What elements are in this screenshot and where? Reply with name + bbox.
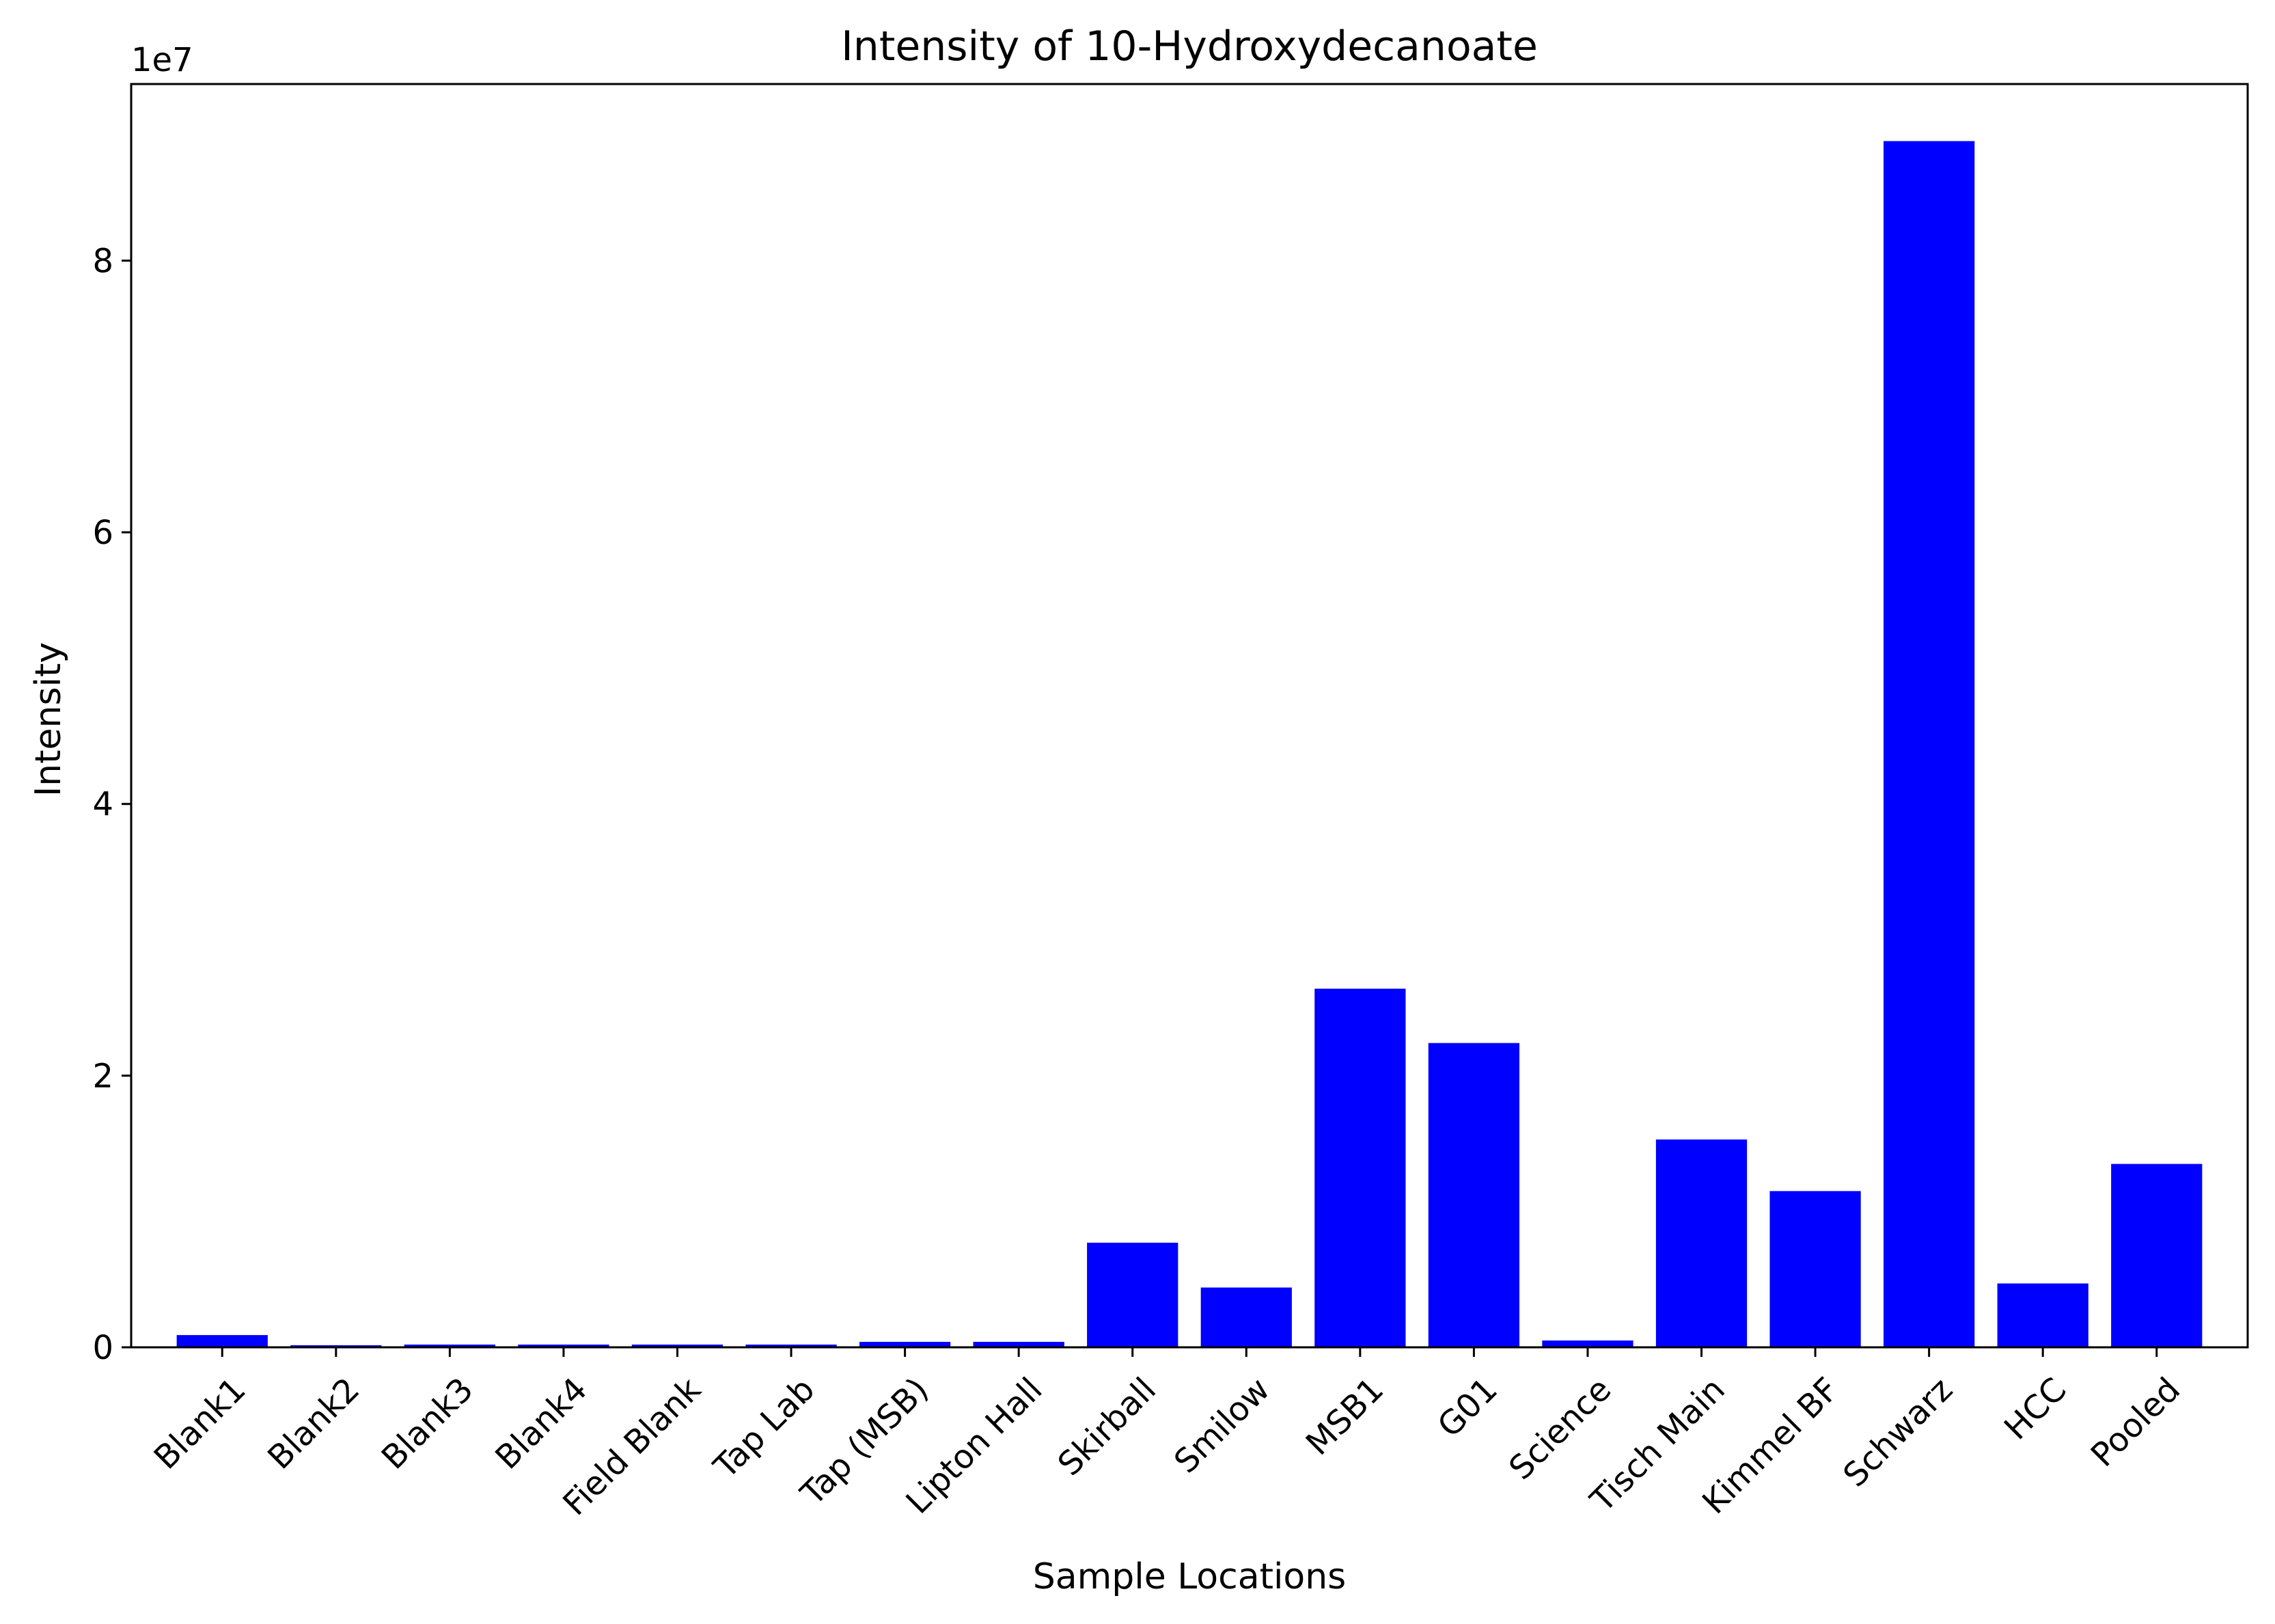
bar-science (1542, 1340, 1633, 1347)
y-tick-label: 2 (92, 1057, 113, 1095)
y-tick-label: 8 (92, 242, 113, 280)
y-axis-offset-label: 1e7 (131, 41, 193, 79)
bar-schwarz (1884, 141, 1975, 1348)
bar-hcc (1997, 1283, 2088, 1347)
bar-field-blank (631, 1345, 723, 1347)
bar-g01 (1428, 1043, 1520, 1347)
bar-skirball (1087, 1242, 1178, 1347)
bar-msb1 (1314, 989, 1406, 1347)
y-tick-label: 6 (92, 514, 113, 552)
bar-tap-msb (859, 1342, 951, 1347)
bar-tisch-main (1655, 1139, 1748, 1347)
bar-blank4 (518, 1345, 609, 1347)
bar-smilow (1200, 1287, 1292, 1347)
y-axis-label: Intensity (28, 642, 69, 797)
bar-blank1 (176, 1335, 268, 1347)
x-axis-label: Sample Locations (1033, 1556, 1347, 1597)
y-tick-label: 0 (92, 1329, 113, 1367)
y-tick-label: 4 (92, 786, 113, 824)
bar-lipton-hall (973, 1342, 1064, 1347)
bar-blank3 (404, 1345, 495, 1347)
y-axis-ticks: 0 2 4 6 8 (92, 242, 131, 1367)
bar-kimmel-bf (1769, 1191, 1861, 1347)
axes-frame (130, 83, 2249, 1349)
bars-group (176, 141, 2203, 1348)
chart-title: Intensity of 10-Hydroxydecanoate (841, 23, 1538, 70)
bar-pooled (2111, 1164, 2203, 1347)
bar-tap-lab (745, 1345, 837, 1347)
